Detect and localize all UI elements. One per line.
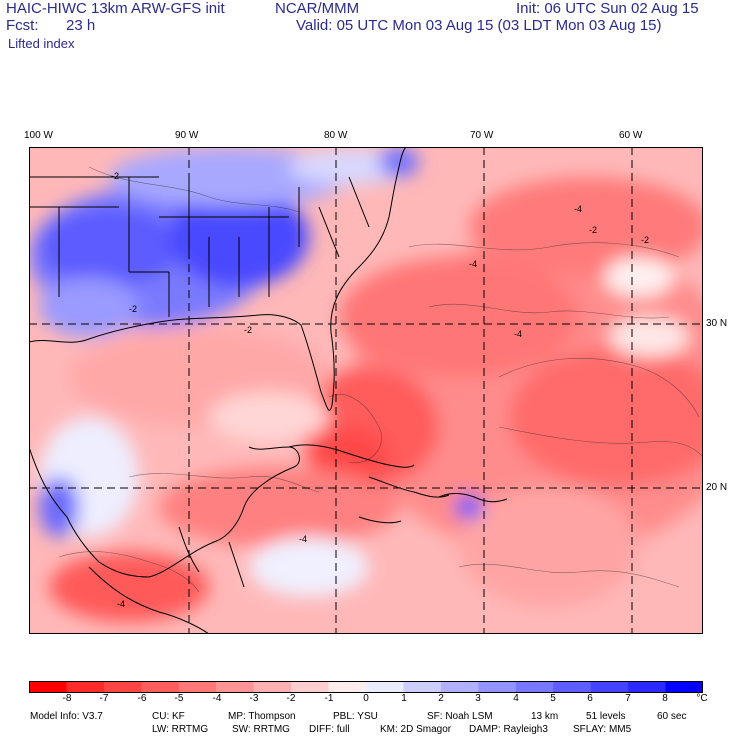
colorbar [29, 681, 703, 693]
forecast-label: Fcst: [6, 17, 39, 34]
longwave-scheme: LW: RRTMG [152, 724, 209, 735]
graticule [29, 147, 703, 634]
lifted-index-map: -2 -4 -2 -4 -2 -4 -2 -4 -2 -4 [29, 147, 703, 634]
colorbar-tick: -5 [174, 693, 184, 704]
lon-label: 100 W [24, 130, 53, 141]
colorbar-tick: 2 [438, 693, 444, 704]
lon-label: 80 W [324, 130, 348, 141]
colorbar-tick: 8 [662, 693, 668, 704]
vertical-levels: 51 levels [586, 711, 626, 722]
pbl-scheme: PBL: YSU [333, 711, 378, 722]
colorbar-swatch [515, 681, 554, 693]
colorbar-tick: 1 [401, 693, 407, 704]
eddy-coefficient-option: KM: 2D Smagor [380, 724, 452, 735]
colorbar-tick: 7 [625, 693, 631, 704]
contour-label: -2 [244, 325, 252, 335]
contour-label: -4 [117, 599, 125, 609]
colorbar-swatch [628, 681, 667, 693]
lat-label: 30 N [706, 318, 728, 329]
model-info: Model Info: V3.7 [30, 711, 103, 722]
colorbar-unit: °C [696, 693, 708, 704]
colorbar-frame [29, 681, 703, 693]
lifted-index-field [29, 147, 703, 622]
org-name: NCAR/MMM [275, 0, 360, 17]
colorbar-swatch [66, 681, 105, 693]
colorbar-tick: -4 [212, 693, 222, 704]
colorbar-tick: -3 [249, 693, 259, 704]
forecast-hour: 23 h [66, 17, 96, 34]
lon-label: 90 W [175, 130, 199, 141]
lat-label: 20 N [706, 482, 728, 493]
lon-label: 70 W [470, 130, 494, 141]
valid-time: Valid: 05 UTC Mon 03 Aug 15 (03 LDT Mon … [296, 17, 662, 34]
colorbar-swatch [29, 681, 67, 693]
microphysics-scheme: MP: Thompson [228, 711, 296, 722]
colorbar-swatch [141, 681, 180, 693]
damping-option: DAMP: Rayleigh3 [469, 724, 548, 735]
colorbar-tick: 0 [363, 693, 369, 704]
time-step: 60 sec [657, 711, 687, 722]
colorbar-swatch [553, 681, 592, 693]
lon-label: 60 W [619, 130, 643, 141]
colorbar-swatch [103, 681, 142, 693]
model-title: HAIC-HIWC 13km ARW-GFS init [6, 0, 225, 17]
cumulus-scheme: CU: KF [152, 711, 185, 722]
grid-spacing: 13 km [531, 711, 559, 722]
contour-label: -2 [111, 171, 119, 181]
colorbar-tick: 6 [587, 693, 593, 704]
contour-value-labels: -2 -4 -2 -4 -2 -4 -2 -4 -2 -4 [111, 171, 649, 609]
contour-label: -4 [574, 204, 582, 214]
colorbar-tick: 3 [475, 693, 481, 704]
colorbar-tick: 4 [513, 693, 519, 704]
map-frame [29, 147, 703, 634]
colorbar-tick: 5 [550, 693, 556, 704]
colorbar-swatch [440, 681, 479, 693]
init-time: Init: 06 UTC Sun 02 Aug 15 [516, 0, 699, 17]
colorbar-tick: -7 [99, 693, 109, 704]
colorbar-tick: -1 [324, 693, 334, 704]
contour-label: -2 [641, 235, 649, 245]
contour-label: -4 [469, 259, 477, 269]
colorbar-swatch [253, 681, 292, 693]
surface-scheme: SF: Noah LSM [427, 711, 493, 722]
surface-layer-option: SFLAY: MM5 [573, 724, 632, 735]
contour-label: -4 [299, 534, 307, 544]
colorbar-swatch [366, 681, 404, 693]
contour-label: -2 [589, 225, 597, 235]
colorbar-swatch [403, 681, 442, 693]
shortwave-scheme: SW: RRTMG [232, 724, 290, 735]
colorbar-tick: -2 [286, 693, 296, 704]
field-name: Lifted index [8, 36, 75, 51]
colorbar-swatch [328, 681, 367, 693]
contour-label: -4 [514, 329, 522, 339]
contour-label: -2 [129, 304, 137, 314]
colorbar-swatch [216, 681, 255, 693]
diffusion-option: DIFF: full [309, 724, 350, 735]
colorbar-swatch [291, 681, 330, 693]
colorbar-swatch [478, 681, 517, 693]
colorbar-tick: -8 [62, 693, 72, 704]
colorbar-swatch [178, 681, 217, 693]
colorbar-swatch [665, 681, 703, 693]
colorbar-swatch [590, 681, 629, 693]
colorbar-tick: -6 [137, 693, 147, 704]
